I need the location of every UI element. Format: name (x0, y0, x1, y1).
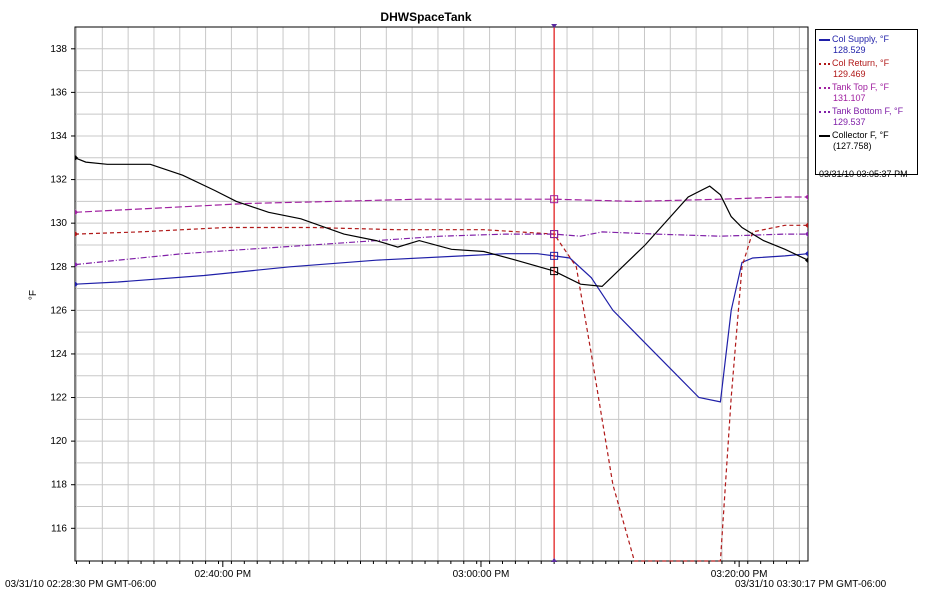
axes: 116 118 120 122 124 126 128 130 132 134 136 138 02:4… (50, 26, 809, 580)
series-end-marker (805, 257, 808, 264)
cursor-value-marker (550, 195, 559, 204)
series-start-marker (75, 209, 78, 216)
series-line-0 (74, 253, 809, 403)
y-tick-label: 134 (50, 131, 67, 142)
time-cursor-group[interactable] (550, 24, 559, 562)
x-tick-label: 02:40:00 PM (194, 569, 251, 580)
legend-swatch (819, 38, 830, 41)
legend-series-name: Tank Top F, °F (832, 82, 889, 92)
series-start-marker (75, 281, 78, 288)
cursor-value-marker (550, 267, 559, 276)
y-tick-label: 122 (50, 393, 67, 404)
legend-item: Col Return, °F (819, 58, 889, 69)
series-start-marker (75, 231, 78, 238)
legend-series-name: Collector F, °F (832, 130, 889, 140)
y-tick-label: 120 (50, 436, 67, 447)
y-tick-label: 138 (50, 44, 67, 55)
series-start-marker (75, 261, 78, 268)
legend-swatch (819, 62, 830, 65)
legend-swatch (819, 110, 830, 113)
series-line-3 (74, 231, 808, 266)
y-tick-label: 130 (50, 218, 67, 229)
cursor-time-label: 03/31/10 03:05:37 PM (819, 169, 908, 179)
legend-series-value: 128.529 (833, 45, 866, 55)
legend-series-value: (127.758) (833, 141, 872, 151)
legend-series-value: 131.107 (833, 93, 866, 103)
y-tick-label: 124 (50, 349, 67, 360)
y-tick-label: 132 (50, 175, 67, 186)
series-line-4 (74, 157, 809, 288)
plot-frame (74, 26, 809, 562)
series-group (74, 154, 809, 562)
x-tick-label: 03:20:00 PM (711, 569, 768, 580)
y-tick-label: 136 (50, 87, 67, 98)
legend-item: Tank Bottom F, °F (819, 106, 903, 117)
legend-swatch (819, 134, 830, 137)
series-end-marker (805, 194, 808, 201)
cursor-value-marker (550, 230, 559, 239)
legend-series-name: Tank Bottom F, °F (832, 106, 904, 116)
series-start-marker (75, 154, 78, 161)
series-line-2 (74, 196, 808, 213)
legend-series-name: Col Supply, °F (832, 34, 889, 44)
series-end-marker (805, 222, 808, 229)
cursor-bottom-marker (551, 558, 558, 562)
legend-series-value: 129.537 (833, 117, 866, 127)
y-tick-label: 116 (51, 523, 67, 534)
series-end-marker (805, 231, 808, 238)
legend-item: Col Supply, °F (819, 34, 889, 45)
legend-series-name: Col Return, °F (832, 58, 890, 68)
legend-series-value: 129.469 (833, 69, 866, 79)
y-tick-label: 118 (51, 480, 67, 491)
legend-item: Collector F, °F (819, 130, 889, 141)
grid (75, 26, 808, 561)
series-line-1 (74, 224, 808, 562)
y-tick-label: 128 (50, 262, 67, 273)
x-start-label: 03/31/10 02:28:30 PM GMT-06:00 (5, 579, 157, 590)
legend-swatch (819, 86, 830, 89)
x-tick-label: 03:00:00 PM (453, 569, 510, 580)
x-end-label: 03/31/10 03:30:17 PM GMT-06:00 (735, 579, 887, 590)
legend: Col Supply, °F 128.529 Col Return, °F 129.4… (815, 29, 918, 175)
y-axis-label: °F (28, 290, 39, 300)
chart-title: DHWSpaceTank (380, 10, 471, 24)
y-tick-label: 126 (50, 305, 67, 316)
series-end-marker (805, 250, 808, 257)
cursor-value-marker (550, 251, 559, 260)
legend-item: Tank Top F, °F (819, 82, 889, 93)
cursor-top-marker (551, 24, 558, 28)
